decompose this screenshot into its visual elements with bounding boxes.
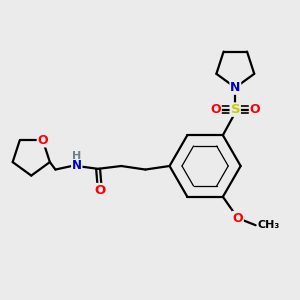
Text: H: H (72, 151, 81, 161)
Text: O: O (211, 103, 221, 116)
Text: N: N (72, 160, 82, 172)
Text: CH₃: CH₃ (257, 220, 280, 230)
Text: N: N (230, 81, 241, 94)
Text: O: O (38, 134, 48, 147)
Text: O: O (250, 103, 260, 116)
Text: S: S (230, 103, 240, 116)
Text: O: O (94, 184, 106, 197)
Text: O: O (232, 212, 243, 225)
